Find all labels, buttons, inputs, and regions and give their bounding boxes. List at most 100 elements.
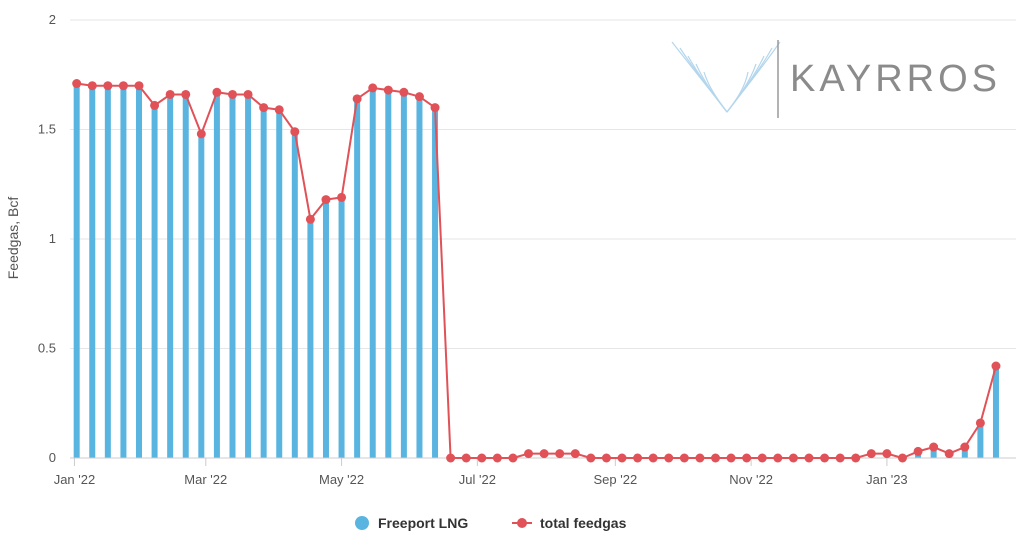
y-tick-label: 2 [49,12,56,27]
total-feedgas-point [555,449,565,459]
legend-swatch-freeport-lng [355,516,369,530]
y-tick-label: 1 [49,231,56,246]
total-feedgas-point [352,94,362,104]
total-feedgas-point [944,449,954,459]
total-feedgas-point [695,453,705,463]
total-feedgas-point [648,453,658,463]
freeport-lng-bar [400,92,407,459]
total-feedgas-point [991,361,1001,371]
total-feedgas-point [227,89,237,99]
total-feedgas-point [259,103,269,113]
total-feedgas-point [913,446,923,456]
total-feedgas-point [165,89,175,99]
total-feedgas-point [726,453,736,463]
total-feedgas-point [181,89,191,99]
freeport-lng-bar [354,98,361,458]
x-tick-label: Sep '22 [593,472,637,487]
y-tick-label: 0.5 [38,341,56,356]
freeport-lng-bar [167,94,174,459]
total-feedgas-point [851,453,861,463]
total-feedgas-point [383,85,393,95]
freeport-lng-bar [961,447,968,458]
freeport-lng-bar [276,109,283,458]
y-axis-label: Feedgas, Bcf [5,197,21,280]
freeport-lng-bar [73,83,80,458]
total-feedgas-point [321,195,331,205]
total-feedgas-point [461,453,471,463]
y-axis: 0 0.5 1 1.5 2 [38,12,56,465]
total-feedgas-point [617,453,627,463]
total-feedgas-point [212,87,222,97]
total-feedgas-point [757,453,767,463]
freeport-lng-bar [136,85,143,458]
freeport-lng-bar [369,87,376,458]
total-feedgas-point [664,453,674,463]
kayrros-logo: KAYRROS [671,40,1001,118]
freeport-lng-bar [322,199,329,458]
total-feedgas-point [508,453,518,463]
freeport-lng-bar [213,92,220,459]
legend-item-total-feedgas[interactable]: total feedgas [512,515,627,531]
x-tick-label: Mar '22 [184,472,227,487]
total-feedgas-point [274,105,284,115]
total-feedgas-point [960,442,970,452]
total-feedgas-line [72,79,1001,463]
freeport-lng-bar [291,131,298,458]
freeport-lng-bar [198,133,205,458]
total-feedgas-point [711,453,721,463]
x-tick-label: Nov '22 [729,472,773,487]
total-feedgas-point [196,129,206,139]
freeport-lng-bar [151,105,158,458]
total-feedgas-point [897,453,907,463]
total-feedgas-point [975,418,985,428]
freeport-lng-bar [385,90,392,458]
total-feedgas-point [103,81,113,91]
total-feedgas-point [586,453,596,463]
freeport-lng-bar [245,94,252,459]
total-feedgas-point [835,453,845,463]
total-feedgas-point [773,453,783,463]
x-tick-label: Jan '23 [866,472,908,487]
total-feedgas-point [305,214,315,224]
total-feedgas-point [524,449,534,459]
total-feedgas-point [72,79,82,89]
y-tick-label: 1.5 [38,122,56,137]
total-feedgas-point [414,92,424,102]
total-feedgas-point [368,83,378,93]
x-tick-label: May '22 [319,472,364,487]
total-feedgas-point [820,453,830,463]
total-feedgas-point [788,453,798,463]
total-feedgas-point [118,81,128,91]
legend-item-freeport-lng[interactable]: Freeport LNG [355,515,468,531]
y-tick-label: 0 [49,450,56,465]
total-feedgas-point [337,192,347,202]
freeport-lng-bar [992,366,999,458]
total-feedgas-point [290,127,300,137]
total-feedgas-point [134,81,144,91]
total-feedgas-point [446,453,456,463]
freeport-lng-bar [930,447,937,458]
freeport-lng-bar [307,219,314,458]
legend: Freeport LNG total feedgas [355,515,627,531]
x-tick-label: Jan '22 [54,472,96,487]
total-feedgas-point [477,453,487,463]
legend-swatch-total-feedgas-dot [517,518,527,528]
kayrros-wings-icon [671,41,781,113]
total-feedgas-point [679,453,689,463]
logo-text: KAYRROS [790,58,1001,100]
x-axis: Jan '22 Mar '22 May '22 Jul '22 Sep '22 Nov '… [54,457,1016,487]
total-feedgas-point [866,449,876,459]
total-feedgas-point [601,453,611,463]
x-tick-label: Jul '22 [459,472,496,487]
total-feedgas-point [882,449,892,459]
freeport-lng-bar [260,107,267,458]
legend-label-freeport-lng: Freeport LNG [378,515,468,531]
total-feedgas-point [243,89,253,99]
freeport-lng-bar [182,94,189,459]
freeport-lng-bar [432,107,439,458]
total-feedgas-point [570,449,580,459]
total-feedgas-point [804,453,814,463]
total-feedgas-point [742,453,752,463]
freeport-lng-bar [89,85,96,458]
